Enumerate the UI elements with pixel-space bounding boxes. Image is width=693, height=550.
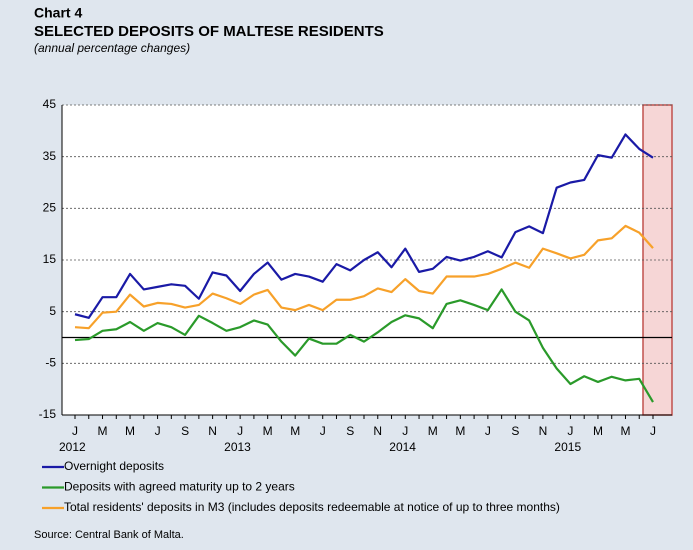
y-tick-label: 25: [43, 201, 57, 215]
x-tick-label: J: [320, 424, 326, 438]
x-tick-label: M: [620, 424, 630, 438]
series-line: [74, 224, 654, 330]
x-tick-label: J: [402, 424, 408, 438]
x-tick-label: N: [539, 424, 548, 438]
y-tick-label: 5: [49, 304, 56, 318]
x-tick-label: N: [373, 424, 382, 438]
x-tick-label: J: [650, 424, 656, 438]
year-label: 2014: [389, 440, 416, 454]
x-tick-label: M: [125, 424, 135, 438]
x-tick-label: S: [511, 424, 519, 438]
x-tick-label: S: [346, 424, 354, 438]
year-label: 2012: [59, 440, 86, 454]
legend-label: Overnight deposits: [64, 459, 164, 473]
x-tick-label: M: [455, 424, 465, 438]
year-label: 2013: [224, 440, 251, 454]
x-tick-label: J: [237, 424, 243, 438]
series-line: [74, 288, 654, 403]
legend-label: Deposits with agreed maturity up to 2 ye…: [64, 480, 295, 494]
y-tick-label: -15: [39, 407, 57, 421]
x-tick-label: J: [155, 424, 161, 438]
x-tick-label: M: [290, 424, 300, 438]
x-tick-label: N: [208, 424, 217, 438]
year-label: 2015: [554, 440, 581, 454]
x-tick-label: J: [567, 424, 573, 438]
x-tick-label: M: [98, 424, 108, 438]
source: Source: Central Bank of Malta.: [34, 529, 184, 541]
x-tick-label: J: [72, 424, 78, 438]
x-tick-label: S: [181, 424, 189, 438]
x-tick-label: M: [593, 424, 603, 438]
series-line: [74, 133, 654, 319]
y-tick-label: 45: [43, 97, 57, 111]
x-tick-label: M: [428, 424, 438, 438]
legend-label: Total residents' deposits in M3 (include…: [64, 500, 560, 514]
chart-label: Chart 4: [34, 5, 82, 21]
x-tick-label: J: [485, 424, 491, 438]
chart-title: SELECTED DEPOSITS OF MALTESE RESIDENTS: [34, 23, 384, 40]
x-tick-label: M: [263, 424, 273, 438]
y-tick-label: 35: [43, 149, 57, 163]
y-tick-label: 15: [43, 252, 57, 266]
y-tick-label: -5: [45, 356, 56, 370]
chart-subtitle: (annual percentage changes): [34, 41, 190, 55]
